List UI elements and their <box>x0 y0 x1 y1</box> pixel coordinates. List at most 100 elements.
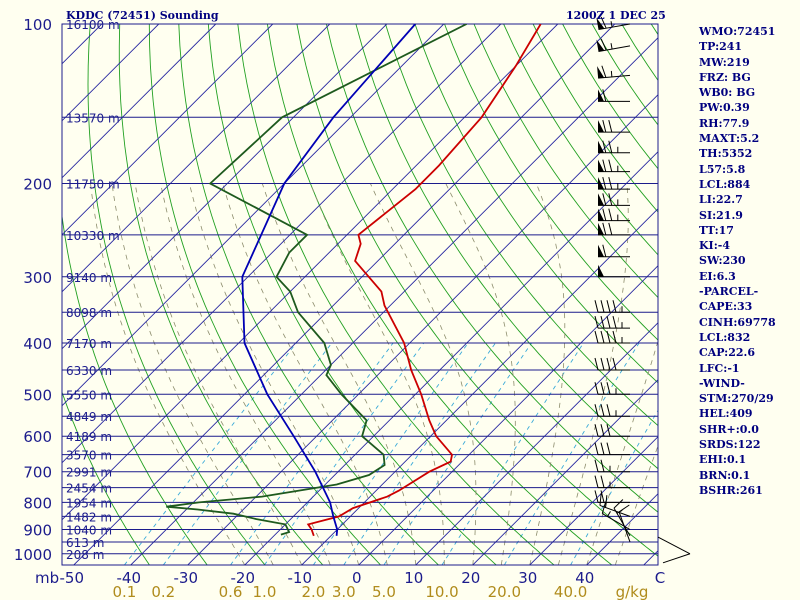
temperature-tick-label: -20 <box>231 569 256 587</box>
temperature-unit-label: C <box>655 569 665 587</box>
wind-barb <box>598 120 630 133</box>
mixing-ratio-label: 3.0 <box>332 583 356 600</box>
dry-adiabat <box>414 24 658 384</box>
isotherm <box>62 24 445 407</box>
index-line: CINH:69778 <box>699 315 776 329</box>
isotherms <box>0 24 658 565</box>
dry-adiabat <box>118 24 324 565</box>
temperature-tick-label: 20 <box>461 569 480 587</box>
dry-adiabat <box>444 24 658 341</box>
moist-adiabat <box>189 183 360 565</box>
mixing-ratio-line <box>230 342 394 565</box>
index-line: EHI:0.1 <box>699 453 747 467</box>
temperature-tick-label: -40 <box>117 569 142 587</box>
pressure-tick-label: 1000 <box>14 546 52 564</box>
mixing-ratio-line <box>504 342 640 565</box>
index-line: TH:5352 <box>699 147 753 161</box>
wind-barb <box>594 315 630 329</box>
wind-barbs <box>594 16 691 564</box>
mixing-ratio-label: 0.1 <box>113 583 137 600</box>
height-label: 2454 m <box>66 482 112 496</box>
temperature-tick-label: 40 <box>575 569 594 587</box>
mixing-ratio-line <box>570 409 658 565</box>
height-label: 208 m <box>66 548 104 562</box>
index-line: MAXT:5.2 <box>699 132 760 146</box>
index-line: EI:6.3 <box>699 269 736 283</box>
wind-barb <box>598 89 630 102</box>
index-line: CAP:22.6 <box>699 346 756 360</box>
index-line: FRZ: BG <box>699 70 751 84</box>
isotherm <box>62 24 160 122</box>
height-label: 6330 m <box>66 364 112 378</box>
pressure-tick-label: 600 <box>23 428 52 446</box>
wind-barb <box>594 382 630 395</box>
dry-adiabat <box>62 212 208 565</box>
wind-barb <box>598 244 630 258</box>
mixing-ratio-line <box>162 342 333 565</box>
dry-adiabats <box>62 24 658 565</box>
wind-barb <box>598 264 630 278</box>
temperature-tick-label: -50 <box>60 569 85 587</box>
index-line: LFC:-1 <box>699 361 740 375</box>
plot-frame <box>61 23 659 566</box>
mixing-ratio-label: 0.2 <box>151 583 175 600</box>
wind-barb <box>599 493 631 517</box>
wind-barb <box>598 159 630 173</box>
wind-barb <box>596 38 631 52</box>
index-line: SRDS:122 <box>699 438 761 452</box>
index-line: -WIND- <box>699 376 745 390</box>
height-label: 1954 m <box>66 496 112 510</box>
dry-adiabat <box>207 24 497 565</box>
moist-adiabat <box>111 183 274 565</box>
wind-barb <box>598 193 630 206</box>
isotherm <box>62 24 502 464</box>
wind-barb <box>594 475 630 489</box>
index-line: LCL:884 <box>699 177 751 191</box>
height-label: 13570 m <box>66 111 120 125</box>
wind-barb <box>618 504 631 543</box>
index-line: HEL:409 <box>699 407 753 421</box>
temperature-tick-label: 10 <box>404 569 423 587</box>
wind-barb <box>598 177 630 190</box>
dry-adiabat <box>87 24 266 565</box>
pressure-tick-label: 800 <box>23 494 52 512</box>
indices-panel: WMO:72451 TP:241 MW:219 FRZ: BG WB0: BG PW:0.… <box>699 24 799 498</box>
wind-barb <box>598 140 630 154</box>
temperature-tick-label: 0 <box>352 569 362 587</box>
index-line: LCL:832 <box>699 330 751 344</box>
index-line: CAPE:33 <box>699 300 753 314</box>
height-label: 7170 m <box>66 337 112 351</box>
index-line: SW:230 <box>699 254 746 268</box>
wind-barb <box>598 208 630 222</box>
temperature-tick-label: -10 <box>288 569 313 587</box>
height-label: 4849 m <box>66 410 112 424</box>
dry-adiabat <box>148 24 381 565</box>
mixing-ratio-line <box>383 342 532 565</box>
temperature-tick-label: -30 <box>174 569 199 587</box>
dry-adiabat <box>237 24 555 565</box>
hodograph-segment <box>662 553 691 564</box>
isotherm <box>62 24 274 236</box>
wind-barb <box>596 16 631 31</box>
index-line: LI:22.7 <box>699 193 743 207</box>
height-label: 3570 m <box>66 449 112 463</box>
index-line: TP:241 <box>699 40 743 54</box>
mixing-ratio-unit-label: g/kg <box>616 583 649 600</box>
isotherm <box>472 379 658 565</box>
dry-adiabat <box>178 24 439 565</box>
moist-adiabat <box>310 183 445 565</box>
isotherm <box>62 24 388 350</box>
height-label: 5550 m <box>66 388 112 402</box>
pressure-tick-label: 700 <box>23 464 52 482</box>
index-line: BSHR:261 <box>699 483 763 497</box>
wind-barb <box>594 330 630 344</box>
pressure-tick-label: 900 <box>23 522 52 540</box>
isotherm <box>0 24 45 565</box>
isotherm <box>415 322 658 565</box>
wind-barb <box>594 459 630 473</box>
isotherm <box>244 151 658 565</box>
mixing-ratio-label: 1.0 <box>253 583 277 600</box>
